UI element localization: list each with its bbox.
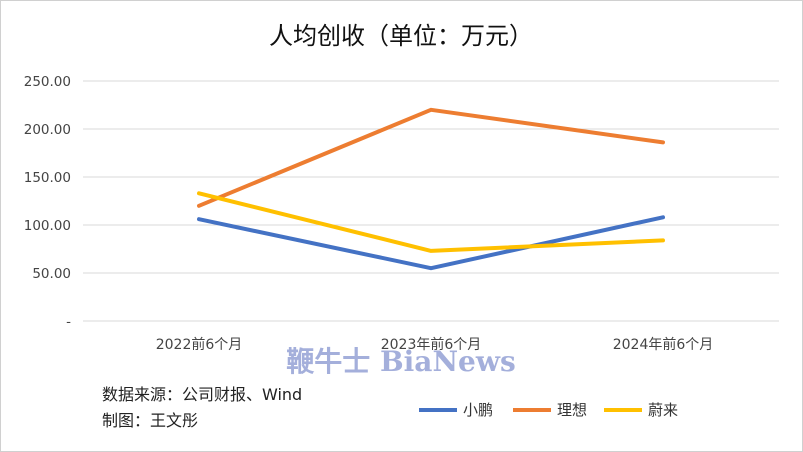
data-source-note: 数据来源：公司财报、Wind — [102, 385, 303, 404]
y-tick-label: - — [66, 314, 71, 330]
author-note: 制图：王文彤 — [102, 411, 199, 430]
grid-lines — [83, 80, 779, 322]
x-category-label: 2022前6个月 — [156, 336, 243, 353]
watermark: 鞭牛士 BiaNews — [286, 345, 515, 378]
x-axis-categories: 2022前6个月 2023年前6个月 2024年前6个月 — [156, 336, 714, 353]
y-tick-label: 150.00 — [24, 170, 71, 186]
chart-title: 人均创收（单位：万元） — [269, 22, 533, 50]
y-tick-label: 250.00 — [24, 74, 71, 90]
series-line — [197, 191, 665, 253]
legend: 小鹏 理想 蔚来 — [419, 401, 678, 419]
series-line — [197, 107, 665, 208]
y-tick-label: 200.00 — [24, 122, 71, 138]
series-line — [197, 215, 665, 271]
legend-label: 理想 — [557, 401, 587, 419]
y-tick-label: 50.00 — [32, 266, 71, 282]
x-category-label: 2024年前6个月 — [613, 336, 714, 353]
series-lines — [197, 107, 665, 271]
y-axis-ticks: - 50.00 100.00 150.00 200.00 250.00 — [24, 74, 71, 330]
x-category-label: 2023年前6个月 — [381, 336, 482, 353]
legend-label: 蔚来 — [648, 401, 678, 419]
legend-label: 小鹏 — [463, 401, 493, 419]
y-tick-label: 100.00 — [24, 218, 71, 234]
